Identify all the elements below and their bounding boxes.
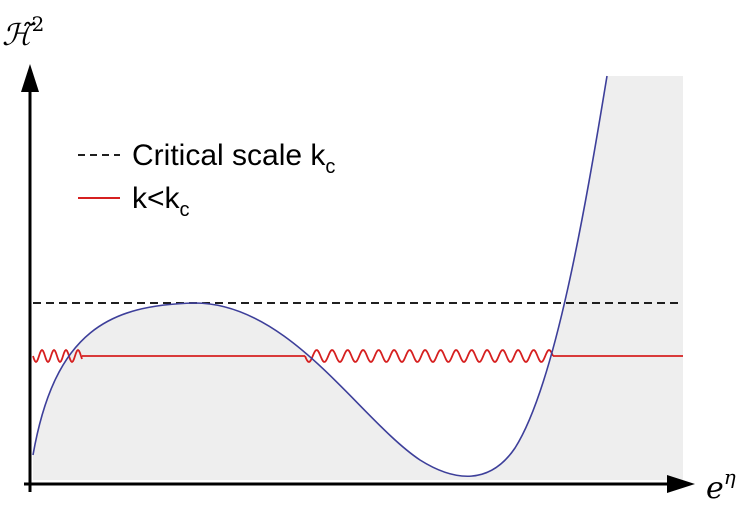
legend-label-critical: Critical scale kc [132,139,335,178]
legend-label-subcritical: k<kc [132,182,190,221]
potential-curve [32,75,608,477]
x-axis-label: eη [706,465,736,506]
x-axis-arrowhead [667,475,695,493]
legend: Critical scale kc k<kc [78,139,335,221]
y-axis-label: ℋ̃2 [2,12,44,53]
subcritical-wave-line [32,348,683,364]
shaded-region [33,76,683,480]
y-axis-arrowhead [21,64,39,92]
